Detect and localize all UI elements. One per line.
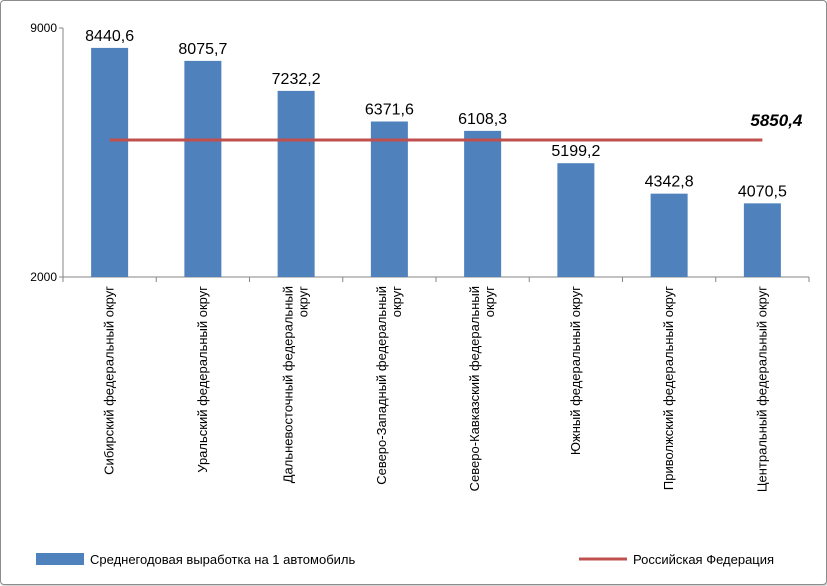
category-label-line: Дальневосточный федеральный: [281, 286, 296, 483]
category-label-line: Северо-Западный федеральный: [374, 286, 389, 485]
category-label: Южный федеральный округ: [568, 286, 583, 455]
bar: [91, 47, 129, 278]
y-tick-label: 9000: [30, 21, 57, 35]
category-label: Северо-Западный федеральный округ: [374, 286, 404, 485]
bar-value-label: 4070,5: [738, 183, 787, 200]
bar: [184, 60, 222, 278]
legend-line-label: Российская Федерация: [633, 552, 774, 567]
bar-value-label: 8075,7: [178, 41, 227, 58]
bar: [650, 193, 688, 277]
category-label: Северо-Кавказский федеральный округ: [467, 286, 497, 492]
category-label: Приволжский федеральный округ: [661, 286, 676, 490]
bar: [370, 121, 408, 277]
category-label-line: округ: [296, 286, 311, 318]
category-label-line: Уральский федеральный округ: [195, 286, 210, 473]
legend-bar-label: Среднегодовая выработка на 1 автомобиль: [90, 552, 355, 567]
category-label-line: Сибирский федеральный округ: [102, 286, 117, 475]
category-label-line: Южный федеральный округ: [568, 286, 583, 455]
y-tick-label: 2000: [30, 270, 57, 284]
bar: [743, 203, 781, 277]
bar: [277, 90, 315, 277]
category-label-line: округ: [482, 286, 497, 318]
category-label-line: Приволжский федеральный округ: [661, 286, 676, 490]
bar-value-label: 6108,3: [458, 111, 507, 128]
bar: [557, 163, 595, 277]
category-label-line: Центральный федеральный округ: [754, 286, 769, 492]
category-label: Сибирский федеральный округ: [102, 286, 117, 475]
bar-value-label: 4342,8: [645, 174, 694, 191]
reference-line-label: 5850,4: [750, 111, 803, 130]
category-label-line: округ: [389, 286, 404, 318]
category-label-line: Северо-Кавказский федеральный: [467, 286, 482, 491]
bar: [464, 130, 502, 277]
category-label: Центральный федеральный округ: [754, 286, 769, 492]
category-label: Дальневосточный федеральный округ: [281, 286, 311, 484]
category-label: Уральский федеральный округ: [195, 286, 210, 473]
bar-value-label: 5199,2: [551, 143, 600, 160]
bar-value-label: 7232,2: [272, 71, 321, 88]
bar-value-label: 8440,6: [85, 28, 134, 45]
bar-value-label: 6371,6: [365, 101, 414, 118]
legend-bar-swatch: [36, 553, 84, 565]
